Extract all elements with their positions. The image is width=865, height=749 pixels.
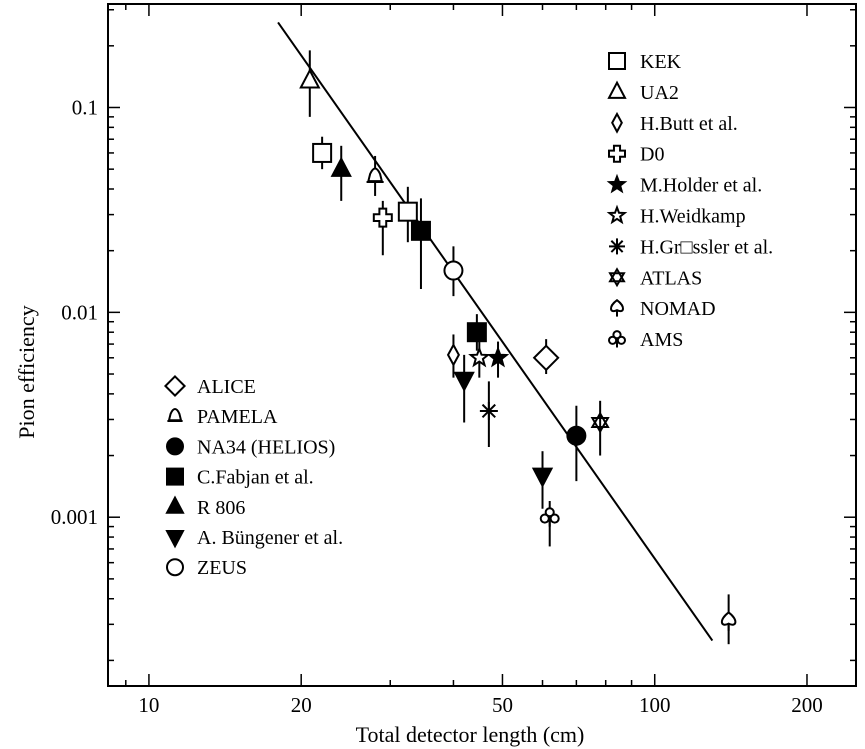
legend-label: R 806 xyxy=(197,497,245,519)
legend-label: ATLAS xyxy=(640,267,702,289)
legend-marker xyxy=(608,52,626,70)
legend-item: AMS xyxy=(608,329,683,351)
legend-item: A. Büngener et al. xyxy=(165,527,343,549)
data-point xyxy=(372,207,393,228)
legend-item: R 806 xyxy=(165,495,245,519)
data-point xyxy=(366,167,384,183)
data-point xyxy=(443,260,464,281)
legend-marker xyxy=(608,144,626,163)
data-point xyxy=(479,401,498,420)
legend-item: H.Butt et al. xyxy=(611,111,738,135)
legend-marker xyxy=(608,330,627,348)
legend-marker xyxy=(166,467,184,486)
legend-item: NOMAD xyxy=(610,298,716,320)
x-tick-label: 100 xyxy=(639,693,671,717)
data-point xyxy=(720,611,737,631)
legend-item: H.Gr□ssler et al. xyxy=(609,236,773,258)
data-point xyxy=(539,507,560,527)
legend-marker xyxy=(607,80,627,99)
data-point xyxy=(590,411,610,434)
legend-item: D0 xyxy=(608,144,664,166)
x-tick-label: 20 xyxy=(291,693,312,717)
legend-item: NA34 (HELIOS) xyxy=(166,436,335,458)
legend-label: C.Fabjan et al. xyxy=(197,467,314,489)
x-axis-title: Total detector length (cm) xyxy=(356,722,585,747)
legend-middle-left: ALICE PAMELA NA34 (HELIOS) C.Fabjan et al. R… xyxy=(163,374,343,579)
legend-marker xyxy=(610,298,624,317)
legend-label: NOMAD xyxy=(640,298,716,320)
legend-item: PAMELA xyxy=(167,406,278,428)
x-tick-label: 50 xyxy=(492,693,513,717)
legend-label: M.Holder et al. xyxy=(640,175,762,197)
legend-marker xyxy=(166,558,184,577)
legend-label: AMS xyxy=(640,329,683,351)
legend-marker xyxy=(165,495,185,514)
legend-item: ZEUS xyxy=(166,557,247,579)
legend-label: PAMELA xyxy=(197,406,278,428)
data-point xyxy=(312,142,333,163)
legend-marker xyxy=(606,204,628,225)
legend-item: C.Fabjan et al. xyxy=(166,467,314,489)
data-point xyxy=(397,201,418,222)
legend-item: KEK xyxy=(608,51,682,73)
legend-item: H.Weidkamp xyxy=(606,204,746,228)
legend-marker xyxy=(163,374,187,398)
legend-item: UA2 xyxy=(607,80,679,104)
legend-marker xyxy=(166,437,184,456)
y-tick-label: 0.001 xyxy=(51,505,98,529)
legend-top-right: KEK UA2 H.Butt et al. D0 M.Holder et al. H.We… xyxy=(606,51,773,351)
x-tick-label: 10 xyxy=(138,693,159,717)
data-point xyxy=(299,68,321,89)
legend-label: H.Gr□ssler et al. xyxy=(640,236,773,258)
data-point xyxy=(468,345,491,368)
data-point xyxy=(566,425,587,446)
legend-label: NA34 (HELIOS) xyxy=(197,436,335,458)
data-point xyxy=(446,342,460,367)
legend-label: UA2 xyxy=(640,82,679,104)
legend-marker xyxy=(609,238,625,255)
data-points xyxy=(299,50,737,645)
legend-label: ZEUS xyxy=(197,557,247,579)
data-point xyxy=(532,344,560,372)
data-point xyxy=(410,220,431,241)
legend-marker xyxy=(165,530,185,549)
fit-line xyxy=(277,21,714,642)
legend-label: ALICE xyxy=(197,376,256,398)
x-tick-label: 200 xyxy=(791,693,823,717)
legend-item: ALICE xyxy=(163,374,256,398)
legend-label: H.Weidkamp xyxy=(640,206,746,228)
data-point xyxy=(466,322,487,343)
axes: 10 20 50 100 200 0.1 0.01 0.001 xyxy=(51,3,857,717)
legend-marker xyxy=(606,173,628,194)
data-point xyxy=(453,371,475,393)
legend-marker xyxy=(608,267,626,288)
legend-item: M.Holder et al. xyxy=(606,173,762,197)
legend-marker xyxy=(167,408,183,422)
legend-item: ATLAS xyxy=(608,267,702,289)
legend-marker xyxy=(611,111,623,134)
data-point xyxy=(486,345,510,368)
y-tick-label: 0.01 xyxy=(61,300,98,324)
legend-label: D0 xyxy=(640,144,664,166)
plot-frame xyxy=(107,3,857,687)
y-axis-title: Pion efficiency xyxy=(14,305,39,438)
y-tick-label: 0.1 xyxy=(72,95,98,119)
legend-label: H.Butt et al. xyxy=(640,113,738,135)
fit-line-group xyxy=(277,21,714,642)
legend-label: A. Büngener et al. xyxy=(197,527,343,549)
data-point xyxy=(531,467,554,488)
legend-label: KEK xyxy=(640,51,682,73)
data-point xyxy=(330,156,352,177)
